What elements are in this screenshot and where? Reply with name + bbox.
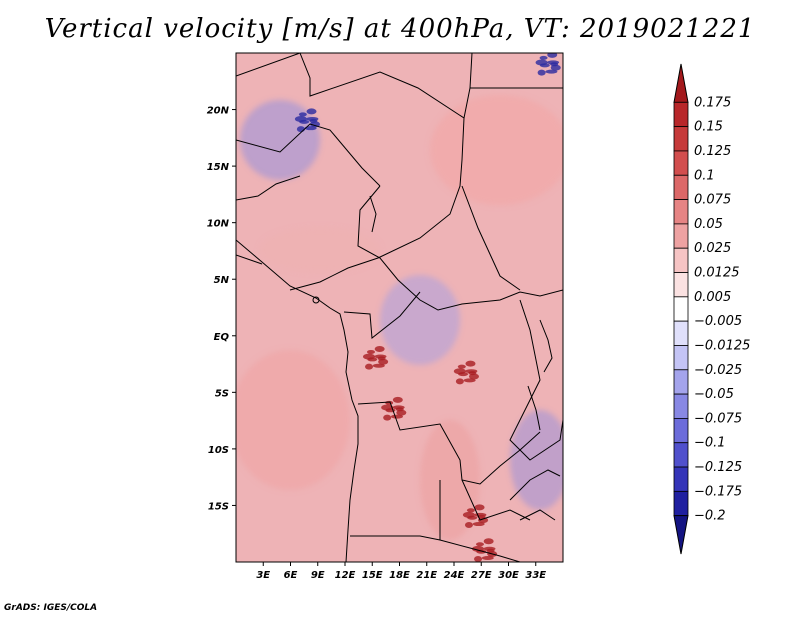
- border-zambia: [439, 479, 531, 540]
- colorbar-label-8: 0.005: [694, 290, 731, 305]
- border-southeast: [509, 469, 561, 521]
- colorbar-swatch-12: [673, 369, 689, 395]
- colorbar-bottom-arrow: [673, 515, 689, 555]
- colorbar-swatch-9: [673, 296, 689, 322]
- regional-tints: [236, 95, 563, 540]
- border-sudan-south: [461, 185, 521, 291]
- colorbar-swatch-11: [673, 345, 689, 371]
- blue-patch-niger: [294, 108, 321, 133]
- colorbar-label-10: −0.0125: [694, 338, 750, 353]
- colorbar-label-13: −0.075: [694, 411, 742, 426]
- chart-title: Vertical velocity [m/s] at 400hPa, VT: 2…: [44, 14, 756, 44]
- colorbar: 0.175 0.15 0.125 0.1 0.075 0.05 0.025 0.0125 0.0…: [673, 63, 750, 555]
- colorbar-top-arrow: [673, 63, 689, 103]
- colorbar-swatch-16: [673, 466, 689, 492]
- colorbar-label-3: 0.1: [694, 168, 715, 183]
- y-tick-label-5S: 5S: [215, 388, 229, 399]
- boundary-lines: [236, 53, 563, 562]
- x-tick-label-18E: 18E: [389, 570, 410, 581]
- x-tick-label-12E: 12E: [335, 570, 356, 581]
- colorbar-label-5: 0.05: [694, 217, 723, 232]
- border-sahel: [236, 53, 381, 187]
- colorbar-swatch-3: [673, 150, 689, 176]
- colorbar-label-1: 0.15: [694, 120, 723, 135]
- colorbar-label-15: −0.125: [694, 460, 742, 475]
- coastline-west: [236, 239, 359, 562]
- y-tick-label-5N: 5N: [214, 275, 230, 286]
- feature-layer: [294, 53, 561, 562]
- y-axis: 20N 15N 10N 5N EQ 5S 10S 15S: [207, 106, 236, 512]
- colorbar-label-16: −0.175: [694, 484, 742, 499]
- colorbar-swatch-1: [673, 101, 689, 128]
- border-congo: [343, 291, 421, 339]
- colorbar-label-14: −0.1: [694, 436, 726, 451]
- red-patch-drc: [453, 360, 479, 385]
- x-tick-label-9E: 9E: [311, 570, 325, 581]
- y-tick-label-15S: 15S: [208, 501, 229, 512]
- border-angola-drc: [357, 401, 541, 485]
- colorbar-label-6: 0.025: [694, 241, 731, 256]
- red-patch-south: [472, 538, 498, 562]
- colorbar-label-7: 0.0125: [694, 266, 740, 281]
- y-tick-label-EQ: EQ: [214, 332, 230, 343]
- x-tick-label-24E: 24E: [444, 570, 465, 581]
- colorbar-swatch-17: [673, 490, 689, 517]
- grads-credit: GrADS: IGES/COLA: [4, 603, 98, 613]
- blue-patch-nile: [535, 53, 561, 76]
- border-east: [509, 299, 563, 461]
- colorbar-swatch-15: [673, 442, 689, 468]
- border-namibia: [350, 535, 521, 562]
- coastline-gulf: [236, 254, 263, 265]
- x-tick-label-15E: 15E: [362, 570, 383, 581]
- x-tick-label-30E: 30E: [498, 570, 519, 581]
- colorbar-label-17: −0.2: [694, 509, 726, 524]
- x-tick-label-6E: 6E: [284, 570, 298, 581]
- colorbar-swatch-7: [673, 247, 689, 273]
- border-central: [289, 53, 465, 291]
- colorbar-swatch-8: [673, 272, 689, 298]
- velocity-field: [236, 53, 563, 562]
- bioko-island: [312, 296, 320, 304]
- colorbar-swatch-6: [673, 223, 689, 249]
- colorbar-swatch-5: [673, 199, 689, 225]
- y-tick-label-10S: 10S: [208, 445, 229, 456]
- red-patch-congo: [363, 345, 389, 370]
- x-tick-label-3E: 3E: [256, 570, 270, 581]
- colorbar-swatch-10: [673, 320, 689, 346]
- colorbar-swatch-14: [673, 418, 689, 444]
- lake-outlines: [527, 319, 553, 431]
- colorbar-label-2: 0.125: [694, 144, 731, 159]
- y-tick-label-20N: 20N: [207, 106, 230, 117]
- border-west-africa: [236, 175, 301, 201]
- colorbar-label-9: −0.005: [694, 314, 742, 329]
- colorbar-label-0: 0.175: [694, 95, 731, 110]
- border-sudan-egypt: [463, 53, 563, 119]
- colorbar-label-4: 0.075: [694, 193, 731, 208]
- x-tick-label-27E: 27E: [471, 570, 492, 581]
- x-tick-label-33E: 33E: [525, 570, 546, 581]
- y-tick-label-15N: 15N: [207, 162, 230, 173]
- colorbar-label-11: −0.025: [694, 363, 742, 378]
- x-tick-label-21E: 21E: [416, 570, 437, 581]
- colorbar-label-12: −0.05: [694, 387, 734, 402]
- border-car: [357, 185, 563, 311]
- colorbar-swatch-2: [673, 126, 689, 152]
- y-tick-label-10N: 10N: [207, 219, 230, 230]
- colorbar-swatch-4: [673, 174, 689, 200]
- lake-chad: [369, 195, 377, 233]
- x-axis: 3E 6E 9E 12E 15E 18E 21E 24E 27E 30E 33E: [256, 562, 546, 581]
- colorbar-swatch-13: [673, 393, 689, 419]
